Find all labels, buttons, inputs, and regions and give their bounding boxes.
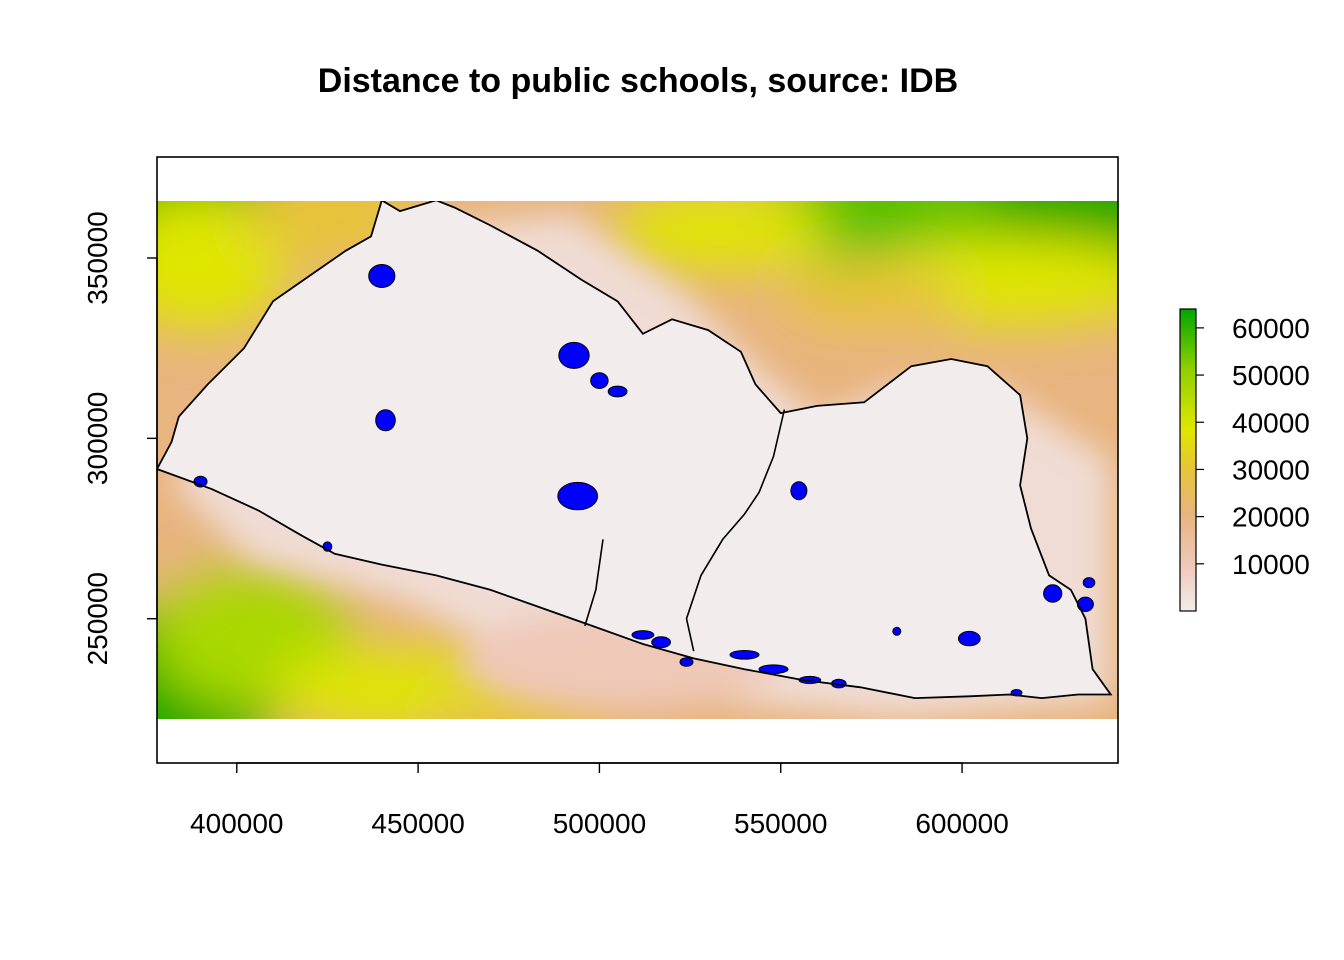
legend-tick-label: 50000 (1232, 360, 1310, 391)
water-body (557, 481, 599, 511)
country-outline (157, 201, 1113, 700)
water-body (558, 341, 590, 369)
water-body (892, 626, 902, 636)
x-tick-label: 450000 (371, 808, 464, 839)
water-bodies (193, 264, 1096, 697)
chart-title: Distance to public schools, source: IDB (318, 62, 958, 100)
legend-tick-label: 10000 (1232, 549, 1310, 580)
x-axis: 400000 450000 500000 550000 600000 (190, 762, 1009, 839)
water-body (607, 385, 628, 398)
legend-tick-label: 60000 (1232, 313, 1310, 344)
distance-raster (157, 201, 1118, 719)
land-near-zero (157, 201, 1111, 699)
water-body (1082, 577, 1096, 589)
x-tick-label: 500000 (553, 808, 646, 839)
raster-far-zones (157, 201, 1118, 719)
water-body (375, 409, 396, 432)
legend-ticks: 10000 20000 30000 40000 50000 60000 (1196, 313, 1310, 580)
legend: 10000 20000 30000 40000 50000 60000 (1179, 308, 1310, 612)
x-tick-label: 400000 (190, 808, 283, 839)
y-tick-label: 300000 (82, 392, 113, 485)
internal-boundary-line (584, 539, 604, 627)
legend-tick-label: 20000 (1232, 502, 1310, 533)
water-body (790, 481, 808, 501)
y-tick-label: 250000 (82, 572, 113, 665)
x-tick-label: 600000 (915, 808, 1008, 839)
legend-colorbar (1179, 308, 1197, 612)
water-body (679, 657, 694, 667)
water-body (590, 372, 609, 390)
water-body (957, 630, 981, 647)
legend-tick-label: 40000 (1232, 407, 1310, 438)
water-body (651, 636, 671, 649)
internal-boundary-line (685, 409, 786, 652)
y-tick-label: 350000 (82, 211, 113, 304)
x-tick-label: 550000 (734, 808, 827, 839)
legend-tick-label: 30000 (1232, 454, 1310, 485)
water-body (1043, 584, 1063, 603)
water-body (631, 630, 655, 640)
water-body (368, 264, 396, 288)
y-axis: 250000 300000 350000 (82, 211, 158, 665)
water-body (758, 664, 789, 675)
internal-boundaries (584, 409, 786, 652)
water-body (729, 650, 760, 660)
